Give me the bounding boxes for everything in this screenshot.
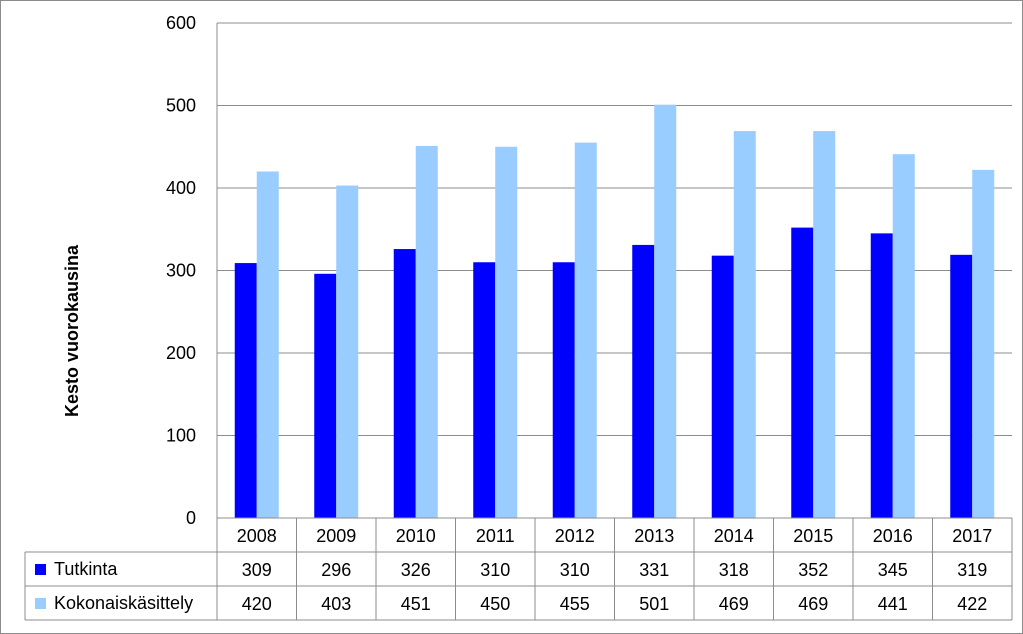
y-axis-ticks: 0 100 200 300 400 500 600 [166,13,196,528]
x-tick-label: 2013 [634,526,674,546]
bar-tutkinta-2009 [314,273,337,518]
bars [234,104,995,519]
legend-label: Tutkinta [54,559,118,579]
x-tick-label: 2011 [476,526,515,546]
data-label: 501 [639,594,669,614]
data-label: 403 [321,594,351,614]
data-table: 2008 2009 2010 2011 2012 2013 2014 2015 2016 2017… [24,517,1013,621]
x-tick-label: 2015 [793,526,833,546]
y-tick-label: 100 [166,426,196,446]
bar-tutkinta-2011 [473,262,496,518]
data-label: 318 [719,560,749,580]
bar-kokonaisk-sittely-2015 [813,131,836,518]
data-label: 455 [560,594,590,614]
y-tick-label: 0 [186,508,196,528]
data-label: 450 [480,594,510,614]
bar-kokonaisk-sittely-2010 [415,145,438,519]
y-tick-label: 300 [166,261,196,281]
data-label: 319 [957,560,987,580]
x-tick-label: 2010 [396,526,436,546]
bar-kokonaisk-sittely-2008 [256,171,279,518]
bar-kokonaisk-sittely-2014 [733,131,756,518]
x-tick-label: 2017 [952,526,992,546]
bar-tutkinta-2013 [632,244,655,519]
bar-tutkinta-2010 [393,249,416,519]
bar-kokonaisk-sittely-2013 [654,104,677,519]
data-label: 296 [321,560,351,580]
data-label: 469 [798,594,828,614]
data-label: 309 [242,560,272,580]
x-tick-label: 2012 [555,526,595,546]
data-label: 310 [480,560,510,580]
data-label: 420 [242,594,272,614]
bar-tutkinta-2016 [870,233,893,518]
bar-tutkinta-2015 [791,227,814,518]
y-axis-label: Kesto vuorokausina [62,244,82,417]
legend-swatch [35,564,46,575]
y-tick-label: 600 [166,13,196,33]
x-tick-label: 2016 [873,526,913,546]
bar-kokonaisk-sittely-2012 [574,142,597,518]
data-label: 422 [957,594,987,614]
data-label: 451 [401,594,431,614]
legend-label: Kokonaiskäsittely [54,593,193,613]
data-label: 441 [878,594,908,614]
y-tick-label: 200 [166,343,196,363]
y-tick-label: 500 [166,96,196,116]
data-label: 331 [639,560,669,580]
bar-tutkinta-2017 [950,254,973,518]
data-label: 310 [560,560,590,580]
x-tick-label: 2008 [237,526,277,546]
bar-tutkinta-2008 [234,263,257,518]
bar-tutkinta-2014 [711,255,734,518]
legend-swatch [35,598,46,609]
bar-kokonaisk-sittely-2016 [892,154,915,519]
x-tick-label: 2009 [316,526,356,546]
bar-kokonaisk-sittely-2011 [495,146,518,518]
data-label: 352 [798,560,828,580]
data-label: 326 [401,560,431,580]
bar-kokonaisk-sittely-2017 [972,169,995,518]
data-label: 345 [878,560,908,580]
bar-kokonaisk-sittely-2009 [336,185,359,518]
y-tick-label: 400 [166,178,196,198]
x-tick-label: 2014 [714,526,754,546]
bar-tutkinta-2012 [552,262,575,518]
data-label: 469 [719,594,749,614]
